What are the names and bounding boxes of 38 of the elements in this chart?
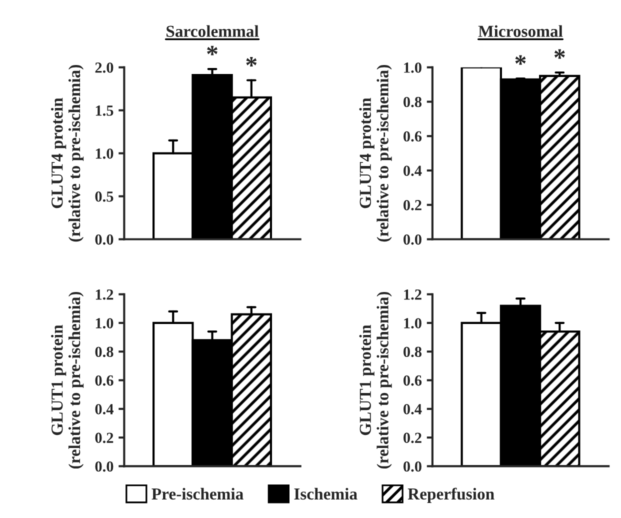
y-tick-label: 0.2 [404,432,422,444]
y-axis-title: GLUT4 protein (relative to pre-ischemia) [359,65,392,242]
y-tick-label: 0.8 [404,96,422,108]
annotation: * [207,46,218,56]
y-tick-label: 0.4 [404,166,422,176]
y-tick-label: 1.0 [96,318,114,328]
y-tick-label: 0.0 [95,234,114,245]
y-tick-label: 0.0 [404,234,422,245]
legend-label: Reperfusion [408,488,494,503]
y-tick-label: 0.0 [95,461,114,472]
annotation: * [554,49,565,59]
y-tick-label: 1.5 [96,106,114,116]
y-tick-label: 1.2 [404,289,422,300]
y-axis-title: GLUT1 protein (relative to pre-ischemia) [359,292,392,469]
y-axis-title: GLUT1 protein (relative to pre-ischemia) [51,292,84,469]
y-tick-label: 1.0 [404,318,422,328]
y-tick-label: 0.8 [95,346,114,358]
annotation: * [515,55,526,65]
legend-label: Ischemia [294,488,358,500]
legend-label: Pre-ischemia [152,488,244,500]
y-tick-label: 2.0 [95,62,114,73]
chart-title: Microsomal [478,25,563,37]
y-tick-label: 0.4 [95,404,114,414]
y-tick-label: 0.6 [404,375,422,386]
annotation: * [246,57,257,66]
y-tick-label: 1.0 [96,148,114,159]
y-tick-label: 0.2 [404,200,422,210]
y-tick-label: 0.6 [404,131,422,142]
y-axis-title: GLUT4 protein (relative to pre-ischemia) [51,65,84,242]
y-tick-label: 0.4 [404,404,422,414]
y-tick-label: 0.8 [404,346,422,358]
y-tick-label: 1.2 [96,289,114,300]
y-tick-label: 0.5 [95,191,114,202]
y-tick-label: 0.6 [95,375,114,386]
y-tick-label: 0.2 [95,432,114,444]
y-tick-label: 1.0 [404,62,422,73]
chart-title: Sarcolemmal [166,25,259,37]
y-tick-label: 0.0 [404,461,422,472]
